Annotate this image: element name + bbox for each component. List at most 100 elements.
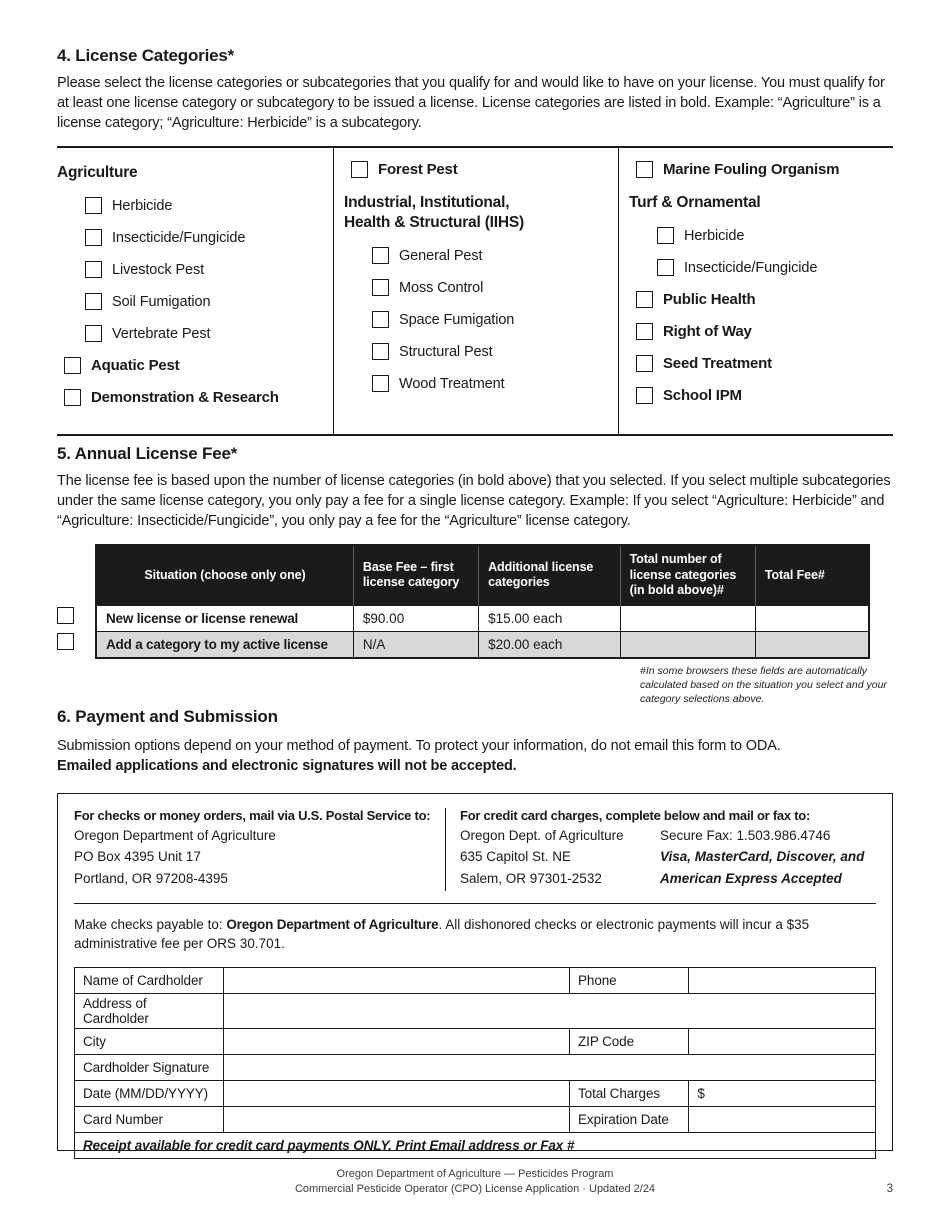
fee-additional: $15.00 each [478,604,621,633]
fee-checkbox-column [57,544,95,659]
category-label: Soil Fumigation [112,293,211,310]
expiration-date-input[interactable] [688,1106,876,1133]
checkbox-iihs-moss-control[interactable] [372,279,389,297]
category-row: Space Fumigation [372,311,618,329]
date-input[interactable] [222,1080,571,1107]
checkbox-new-license-or-renewal[interactable] [57,607,74,624]
checkbox-forest-pest[interactable] [351,161,368,178]
category-row: General Pest [372,247,618,265]
category-label: Herbicide [112,197,173,214]
zip-code-input[interactable] [688,1028,876,1055]
section5-title: 5. Annual License Fee* [57,444,238,463]
phone-input[interactable] [688,967,876,994]
card-address-line: Salem, OR 97301-2532 [460,870,602,886]
secure-fax-line: Secure Fax: 1.503.986.4746 [660,827,831,843]
checkbox-agriculture-soil-fumigation[interactable] [85,293,102,311]
zip-code-label: ZIP Code [569,1028,690,1055]
category-label: Structural Pest [399,343,493,360]
total-fee-input-row1[interactable] [754,604,870,633]
section6-title: 6. Payment and Submission [57,706,278,726]
checkbox-add-category[interactable] [57,633,74,650]
category-label: Marine Fouling Organism [663,161,840,178]
checkbox-demonstration-research[interactable] [64,389,81,407]
category-row: Marine Fouling Organism [636,161,893,178]
card-address-line: 635 Capitol St. NE [460,849,572,865]
card-number-input[interactable] [222,1106,571,1133]
fee-base-fee: N/A [352,631,480,659]
total-charges-input[interactable]: $ [688,1080,876,1107]
card-form-row: Cardholder Signature [74,1054,877,1081]
checkbox-agriculture-livestock-pest[interactable] [85,261,102,279]
category-label: Moss Control [399,279,484,296]
expiration-date-label: Expiration Date [569,1106,690,1133]
footer-line1: Oregon Department of Agriculture — Pesti… [336,1168,614,1181]
address-of-cardholder-input[interactable] [222,993,877,1029]
card-form-row: Name of Cardholder Phone [74,967,876,994]
city-label: City [74,1028,224,1055]
section6-intro-line1: Submission options depend on your method… [57,737,781,754]
name-of-cardholder-label: Name of Cardholder [74,967,224,994]
category-label: General Pest [399,247,483,264]
mailing-options: For checks or money orders, mail via U.S… [74,807,876,905]
category-column-agriculture: Agriculture Herbicide Insecticide/Fungic… [57,148,333,434]
checkbox-public-health[interactable] [636,291,653,309]
checkbox-school-ipm[interactable] [636,387,653,405]
total-charges-label: Total Charges [569,1080,690,1107]
checkbox-aquatic-pest[interactable] [64,357,81,375]
checks-note-prefix: Make checks payable to: [74,917,227,933]
fee-additional: $20.00 each [478,631,621,659]
fee-table-header-row: Situation (choose only one) Base Fee – f… [96,545,869,606]
category-column-iihs: Forest Pest Industrial, Institutional, H… [333,148,618,434]
category-label: Vertebrate Pest [112,325,211,342]
receipt-note: Receipt available for credit card paymen… [74,1132,876,1159]
checkbox-seed-treatment[interactable] [636,355,653,373]
fee-table-note: #In some browsers these fields are autom… [640,665,887,705]
checkbox-agriculture-vertebrate-pest[interactable] [85,325,102,343]
category-label: Wood Treatment [399,375,505,392]
fee-header-situation: Situation (choose only one) [96,545,354,606]
checkbox-agriculture-herbicide[interactable] [85,197,102,215]
fee-situation: Add a category to my active license [95,631,354,659]
checkbox-right-of-way[interactable] [636,323,653,341]
checkbox-iihs-structural-pest[interactable] [372,343,389,361]
card-form-row: Address of Cardholder [74,993,877,1029]
checkbox-agriculture-insecticide-fungicide[interactable] [85,229,102,247]
checkbox-iihs-space-fumigation[interactable] [372,311,389,329]
checkbox-turf-herbicide[interactable] [657,227,674,245]
category-row: Herbicide [85,197,333,215]
cardholder-signature-input[interactable] [222,1054,877,1081]
annual-license-fee-table: Situation (choose only one) Base Fee – f… [95,544,870,659]
city-input[interactable] [222,1028,571,1055]
make-checks-payable-note: Make checks payable to: Oregon Departmen… [74,916,876,954]
checkbox-iihs-wood-treatment[interactable] [372,375,389,393]
fee-header-base-fee: Base Fee – first license category [352,545,479,606]
category-row: Insecticide/Fungicide [85,229,333,247]
category-label: Public Health [663,291,756,309]
category-label: Space Fumigation [399,311,515,328]
address-of-cardholder-label: Address of Cardholder [74,993,224,1029]
category-label: Seed Treatment [663,355,772,373]
footer-line2: Commercial Pesticide Operator (CPO) Lice… [294,1182,656,1195]
license-categories-grid: Agriculture Herbicide Insecticide/Fungic… [57,146,893,436]
date-label: Date (MM/DD/YYYY) [74,1080,224,1107]
total-fee-input-row2[interactable] [754,631,870,659]
category-row: Structural Pest [372,343,618,361]
checks-address-line: PO Box 4395 Unit 17 [74,849,201,865]
checkbox-marine-fouling-organism[interactable] [636,161,653,178]
checks-address-line: Oregon Department of Agriculture [74,827,276,843]
checks-note-payee: Oregon Department of Agriculture [226,917,439,933]
category-label: Aquatic Pest [91,357,180,375]
checkbox-iihs-general-pest[interactable] [372,247,389,265]
total-categories-input-row1[interactable] [619,604,756,633]
name-of-cardholder-input[interactable] [222,967,571,994]
fee-header-additional: Additional license categories [478,545,621,606]
checkbox-turf-insecticide-fungicide[interactable] [657,259,674,277]
category-row: Public Health [636,291,893,309]
credit-card-columns: Oregon Dept. of Agriculture 635 Capitol … [460,827,876,892]
category-heading-iihs: Industrial, Institutional, Health & Stru… [344,194,524,232]
card-form-row: Card Number Expiration Date [74,1106,876,1133]
footer-text: Oregon Department of Agriculture — Pesti… [0,1167,950,1196]
total-categories-input-row2[interactable] [619,631,756,659]
cardholder-form-table: Name of Cardholder Phone Address of Card… [74,967,877,1159]
category-heading-turf-ornamental: Turf & Ornamental [629,194,761,211]
